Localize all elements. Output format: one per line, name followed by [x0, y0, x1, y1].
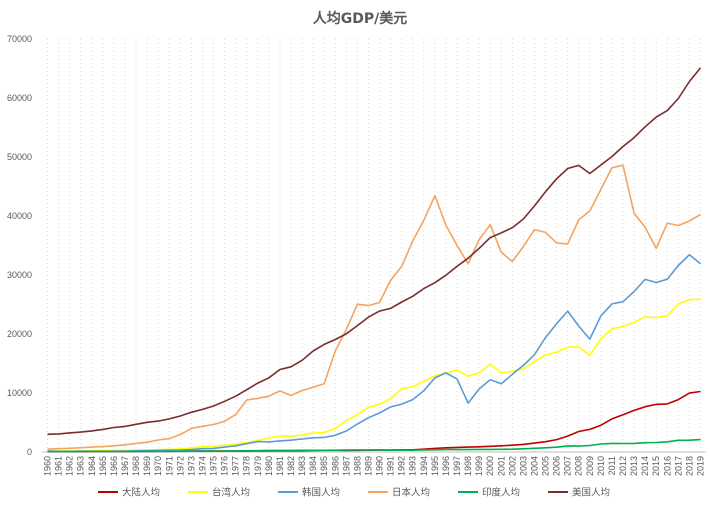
- legend-label-1: 大陆人均: [122, 487, 160, 499]
- x-tick-label: 1971: [164, 456, 174, 476]
- x-tick-label: 2008: [574, 456, 584, 476]
- chart-title: 人均GDP/美元: [312, 11, 408, 27]
- x-tick-label: 1967: [120, 456, 130, 476]
- x-tick-label: 2002: [507, 456, 517, 476]
- x-tick-label: 1978: [242, 456, 252, 476]
- x-tick-label: 1996: [441, 456, 451, 476]
- y-tick-label: 0: [27, 447, 32, 457]
- y-tick-label: 20000: [7, 329, 32, 339]
- y-tick-label: 70000: [7, 34, 32, 44]
- axes: 0 10000 20000 30000 40000 50000 60000 70000 1960…: [7, 34, 706, 476]
- legend-label-2: 台湾人均: [212, 487, 250, 499]
- x-tick-label: 2013: [629, 456, 639, 476]
- x-tick-label: 1997: [452, 456, 462, 476]
- x-tick-label: 1991: [386, 456, 396, 476]
- x-tick-label: 1972: [175, 456, 185, 476]
- x-tick-label: 1968: [131, 456, 141, 476]
- x-tick-label: 2014: [640, 456, 650, 476]
- x-tick-label: 2003: [518, 456, 528, 476]
- x-tick-label: 2012: [618, 456, 628, 476]
- x-tick-label: 1966: [109, 456, 119, 476]
- x-tick-label: 1980: [264, 456, 274, 476]
- x-tick-label: 1986: [330, 456, 340, 476]
- x-tick-label: 1975: [209, 456, 219, 476]
- x-tick-label: 1963: [76, 456, 86, 476]
- y-tick-label: 10000: [7, 388, 32, 398]
- grid: [47, 39, 701, 452]
- x-tick-label: 1984: [308, 456, 318, 476]
- series-lines: [47, 67, 702, 453]
- legend-label-4: 日本人均: [392, 487, 430, 499]
- y-tick-label: 30000: [7, 270, 32, 280]
- x-tick-label: 1981: [275, 456, 285, 476]
- x-tick-label: 1962: [65, 456, 75, 476]
- x-tick-label: 1999: [474, 456, 484, 476]
- x-tick-label: 2017: [673, 456, 683, 476]
- x-tick-label: 1979: [253, 456, 263, 476]
- x-tick-label: 2007: [563, 456, 573, 476]
- x-tick-label: 1998: [463, 456, 473, 476]
- series-line-2: [47, 298, 701, 452]
- series-line-5: [47, 438, 701, 453]
- x-tick-label: 1985: [319, 456, 329, 476]
- legend-label-6: 美国人均: [572, 487, 610, 499]
- x-tick-label: 2006: [552, 456, 562, 476]
- x-tick-label: 2016: [662, 456, 672, 476]
- series-line-4: [47, 164, 701, 450]
- x-tick-label: 2019: [695, 456, 705, 476]
- x-tick-label: 1964: [87, 456, 97, 476]
- x-tick-label: 1987: [341, 456, 351, 476]
- legend: 大陆人均 台湾人均 韩国人均 日本人均 印度人均 美国人均: [98, 487, 610, 499]
- x-tick-label: 1988: [352, 456, 362, 476]
- y-tick-label: 40000: [7, 211, 32, 221]
- series-line-3: [47, 253, 702, 453]
- series-line-6: [47, 67, 702, 436]
- x-tick-label: 1993: [408, 456, 418, 476]
- x-tick-label: 1976: [220, 456, 230, 476]
- x-tick-label: 2000: [485, 456, 495, 476]
- x-tick-label: 1973: [186, 456, 196, 476]
- x-tick-label: 1982: [286, 456, 296, 476]
- x-tick-label: 1989: [363, 456, 373, 476]
- x-tick-label: 1990: [375, 456, 385, 476]
- x-tick-label: 2004: [529, 456, 539, 476]
- x-tick-label: 2018: [684, 456, 694, 476]
- x-tick-label: 1995: [430, 456, 440, 476]
- x-tick-label: 2009: [585, 456, 595, 476]
- x-tick-label: 1992: [397, 456, 407, 476]
- x-tick-label: 1977: [231, 456, 241, 476]
- x-tick-label: 2001: [496, 456, 506, 476]
- x-tick-label: 2005: [541, 456, 551, 476]
- x-tick-label: 1994: [419, 456, 429, 476]
- x-tick-label: 1961: [54, 456, 64, 476]
- x-tick-label: 1970: [153, 456, 163, 476]
- x-tick-label: 1983: [297, 456, 307, 476]
- x-tick-label: 1969: [142, 456, 152, 476]
- y-tick-label: 50000: [7, 152, 32, 162]
- legend-label-3: 韩国人均: [302, 487, 340, 499]
- x-tick-label: 1965: [98, 456, 108, 476]
- x-tick-label: 2011: [607, 456, 617, 475]
- x-tick-label: 1974: [197, 456, 207, 476]
- x-tick-label: 1960: [43, 456, 53, 476]
- x-tick-label: 2015: [651, 456, 661, 476]
- x-tick-label: 2010: [596, 456, 606, 476]
- legend-label-5: 印度人均: [482, 487, 520, 499]
- y-tick-label: 60000: [7, 93, 32, 103]
